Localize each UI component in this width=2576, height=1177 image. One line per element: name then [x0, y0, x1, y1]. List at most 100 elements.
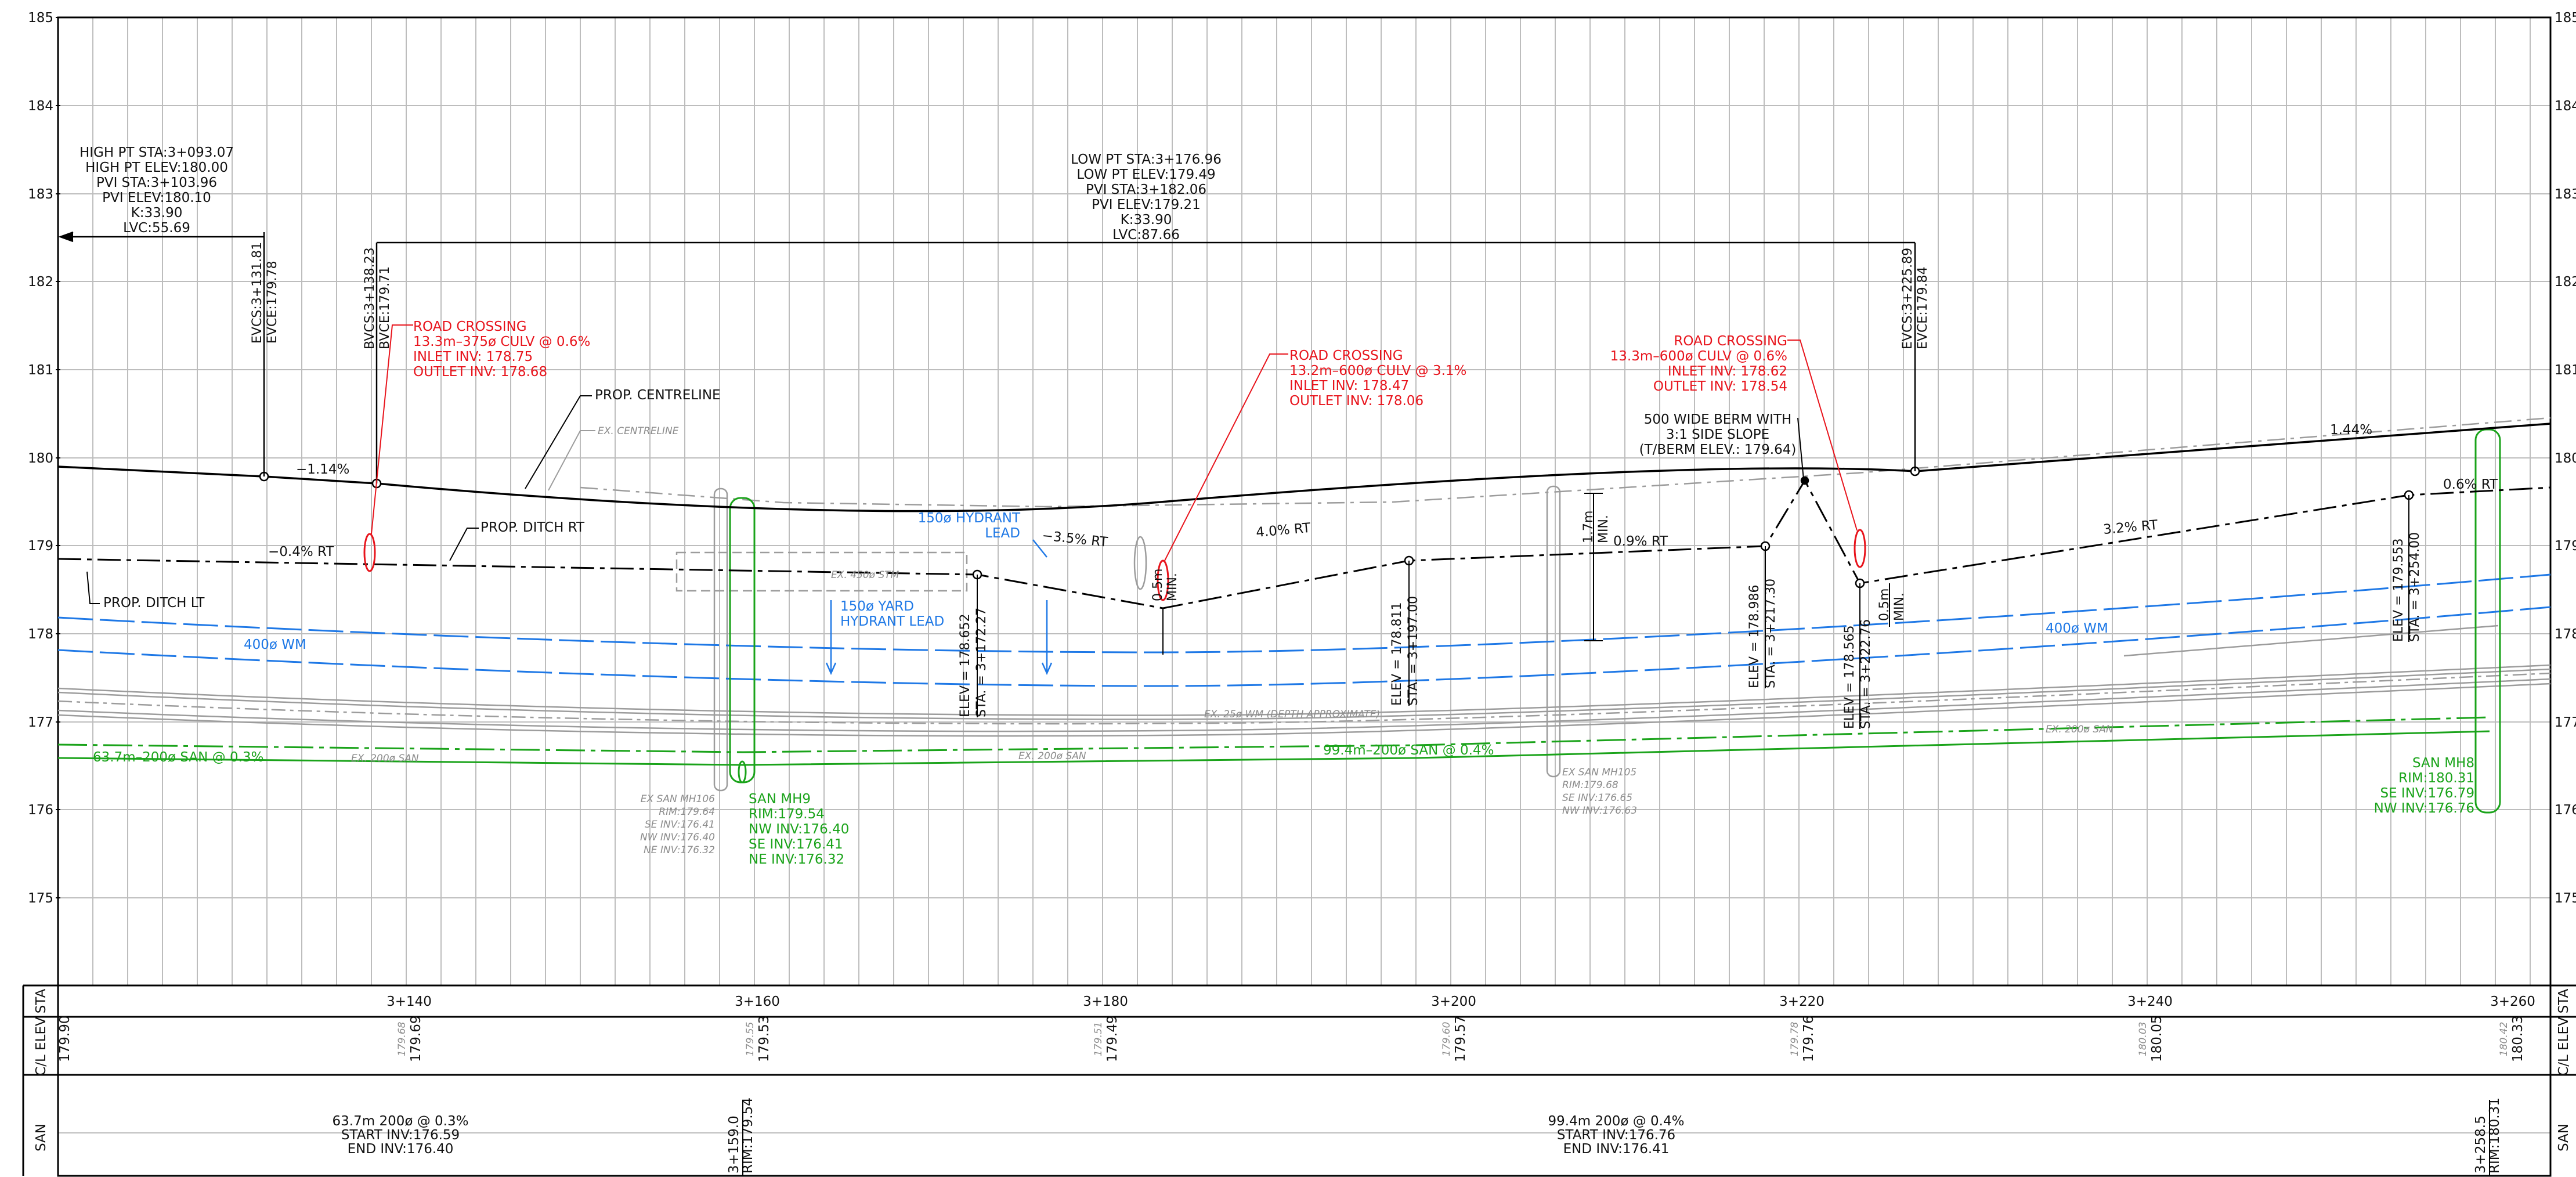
- ex-200-san-c: EX. 200ø SAN: [2046, 724, 2113, 735]
- station-label: 3+180: [1083, 994, 1128, 1009]
- ditch-p1-sta: STA. = 3+172.27: [974, 608, 989, 717]
- mh8-line: SAN MH8: [2412, 756, 2474, 771]
- grade-40rt: 4.0% RT: [1255, 521, 1312, 540]
- min-word: MIN.: [1165, 573, 1180, 601]
- curve1-line: HIGH PT STA:3+093.07: [80, 145, 234, 160]
- grade-144: 1.44%: [2330, 423, 2372, 438]
- bvc-sta: BVCS:3+138.23: [363, 247, 377, 349]
- elev-tick: 183: [2555, 187, 2576, 202]
- crossing2-title: ROAD CROSSING: [1289, 348, 1403, 363]
- ditch-p4-elev: ELEV = 178.565: [1842, 625, 1857, 729]
- watermain: [57, 573, 2551, 687]
- yard-hydrant-1: 150ø YARD: [840, 599, 914, 614]
- utility-labels: 150ø HYDRANT LEAD 150ø YARD HYDRANT LEAD…: [93, 511, 2113, 765]
- bvc-elev: BVCE:179.71: [378, 266, 392, 349]
- elev-tick: 178: [2555, 627, 2576, 642]
- curve1-line: HIGH PT ELEV:180.00: [85, 160, 228, 175]
- curve2-line: PVI STA:3+182.06: [1086, 182, 1206, 197]
- station-label: 3+140: [386, 994, 432, 1009]
- elev-proposed: 179.49: [1105, 1016, 1120, 1062]
- grade-09rt: 0.9% RT: [1613, 534, 1668, 549]
- min-word: MIN.: [1596, 515, 1611, 543]
- mh106-line: NE INV:176.32: [644, 844, 715, 856]
- crossing3-outlet: OUTLET INV: 178.54: [1653, 379, 1787, 394]
- curve2-line: PVI ELEV:179.21: [1092, 197, 1201, 212]
- station-label: 3+260: [2490, 994, 2535, 1009]
- mh8-line: NW INV:176.76: [2374, 801, 2474, 816]
- mh9-line: NW INV:176.40: [749, 822, 849, 837]
- san-row-dividers: [742, 1100, 2490, 1176]
- elev-proposed: 179.69: [409, 1016, 424, 1062]
- san-right-label: 99.4m–200ø SAN @ 0.4%: [1323, 743, 1494, 758]
- san-right-line: 99.4m 200ø @ 0.4%: [1548, 1114, 1685, 1129]
- manhole-ex-mh106: EX SAN MH106 RIM:179.64 SE INV:176.41 NW…: [640, 793, 715, 856]
- crossing-1: ROAD CROSSING 13.3m–375ø CULV @ 0.6% INL…: [413, 319, 590, 380]
- elev-tick: 177: [2555, 715, 2576, 730]
- min-dimensions: [1162, 493, 1890, 655]
- elev-tick: 185: [2555, 10, 2576, 26]
- crossing3-title: ROAD CROSSING: [1674, 334, 1787, 349]
- grade-neg35rt: −3.5% RT: [1041, 528, 1108, 550]
- san-right-line: END INV:176.41: [1563, 1142, 1670, 1157]
- ex-450-stm-label: EX. 450ø STM: [831, 569, 899, 581]
- mh9-line: RIM:179.54: [749, 807, 825, 822]
- ditch-p3-sta: STA. = 3+217.30: [1764, 579, 1778, 688]
- elev-tick: 185: [28, 10, 53, 26]
- grade-06rt: 0.6% RT: [2443, 477, 2498, 492]
- elev-existing: 179.78: [1789, 1021, 1801, 1056]
- table-row-labels: STA C/L ELEV SAN STA C/L ELEV SAN: [34, 988, 2571, 1151]
- elev-proposed: 179.90: [57, 1016, 73, 1062]
- elev-tick: 183: [28, 187, 53, 202]
- vertical-curve-stations: EVCS:3+131.81 EVCE:179.78 BVCS:3+138.23 …: [250, 242, 1930, 349]
- elev-proposed: 180.33: [2510, 1016, 2526, 1062]
- crossing-2: ROAD CROSSING 13.2m–600ø CULV @ 3.1% INL…: [1289, 348, 1466, 409]
- elev-tick: 176: [28, 803, 53, 818]
- mh106-line: EX SAN MH106: [641, 793, 715, 805]
- evc1-sta: EVCS:3+131.81: [250, 242, 265, 344]
- manhole-ex-mh105: EX SAN MH105 RIM:179.68 SE INV:176.65 NW…: [1562, 767, 1637, 817]
- crossing3-culv: 13.3m–600ø CULV @ 0.6%: [1610, 349, 1787, 364]
- curve-dimension-lines: [58, 231, 1916, 483]
- row-label-elev: C/L ELEV: [2556, 1017, 2571, 1076]
- row-label-sta: STA: [2556, 988, 2571, 1013]
- berm-line: 3:1 SIDE SLOPE: [1666, 427, 1769, 442]
- station-label: 3+200: [1431, 994, 1476, 1009]
- curve1-line: LVC:55.69: [123, 221, 190, 236]
- san-left-line: 63.7m 200ø @ 0.3%: [333, 1114, 469, 1129]
- elev-tick: 179: [28, 539, 53, 554]
- station-label: 3+220: [1779, 994, 1824, 1009]
- ex-200-san-b: EX. 200ø SAN: [1018, 750, 1086, 762]
- curve2-line: LOW PT ELEV:179.49: [1076, 167, 1215, 182]
- elev-tick: 182: [28, 275, 53, 290]
- ditch-p2-elev: ELEV = 178.811: [1390, 602, 1404, 706]
- manhole-mh8: SAN MH8 RIM:180.31 SE INV:176.79 NW INV:…: [2374, 756, 2474, 816]
- san-mh-right-sta: 3+258.5: [2473, 1115, 2488, 1174]
- min-17: 1.7m: [1581, 511, 1596, 543]
- elev-tick: 184: [2555, 99, 2576, 114]
- station-grid: [57, 17, 2531, 985]
- elev-proposed: 179.76: [1801, 1016, 1816, 1062]
- grade-neg04rt: −0.4% RT: [268, 544, 334, 559]
- prop-ditch-rt-label: PROP. DITCH RT: [480, 520, 585, 535]
- evc2-sta: EVCS:3+225.89: [1901, 248, 1915, 349]
- san-row: 63.7m 200ø @ 0.3% START INV:176.59 END I…: [333, 1114, 1685, 1157]
- elev-tick: 181: [2555, 363, 2576, 378]
- station-label: 3+240: [2127, 994, 2173, 1009]
- min-05b: 0.5m: [1877, 588, 1892, 621]
- berm-line: (T/BERM ELEV.: 179.64): [1639, 442, 1797, 457]
- cl-elev-row: 179.90 179.68 179.69 179.55 179.53 179.5…: [57, 1016, 2526, 1062]
- hydrant-leads: [825, 539, 1053, 676]
- hydrant-lead-1: 150ø HYDRANT: [918, 511, 1021, 526]
- ex-25-wm-label: EX. 25ø WM (DEPTH APPROXIMATE): [1204, 709, 1380, 720]
- crossing1-culv: 13.3m–375ø CULV @ 0.6%: [413, 334, 590, 349]
- hydrant-lead-2: LEAD: [985, 526, 1020, 541]
- elev-proposed: 179.53: [757, 1016, 772, 1062]
- san-right-line: START INV:176.76: [1557, 1128, 1675, 1143]
- ditch-p5-elev: ELEV = 179.553: [2391, 538, 2406, 642]
- mh106-line: NW INV:176.40: [640, 832, 715, 843]
- mh9-line: NE INV:176.32: [749, 852, 844, 867]
- row-label-san: SAN: [34, 1124, 49, 1151]
- elev-proposed: 179.57: [1453, 1016, 1468, 1062]
- ditch-p5-sta: STA. = 3+254.00: [2408, 532, 2422, 642]
